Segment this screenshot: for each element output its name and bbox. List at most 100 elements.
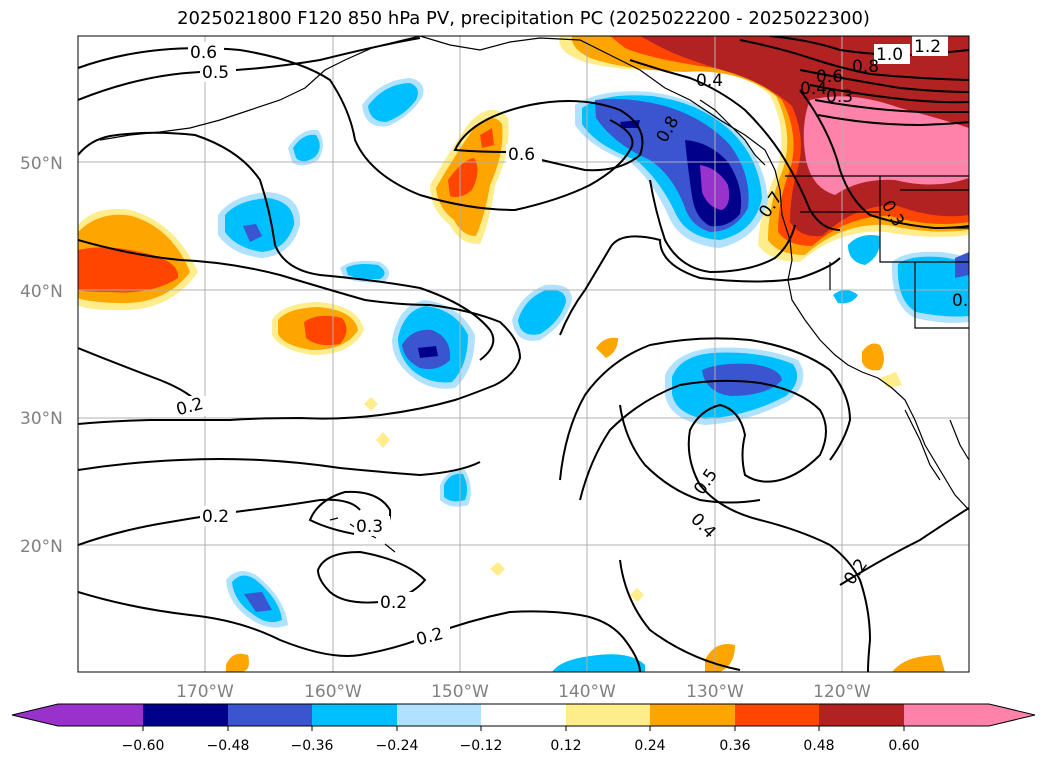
- colorbar-tick-4: −0.24: [376, 738, 419, 754]
- contour-label-15: 0.2: [202, 507, 229, 527]
- colorbar-tick-3: −0.36: [291, 738, 334, 754]
- colorbar-tick-8: 0.36: [719, 738, 750, 754]
- shade-orange-123w-36n: [862, 343, 884, 371]
- shade-blue-120w-45n: [848, 235, 881, 265]
- lat-label-30n: 30°N: [20, 409, 63, 429]
- shade-blue-122w-37n: [833, 290, 858, 304]
- contour-label-1: 0.6: [190, 43, 217, 63]
- colorbar: −0.60 −0.48 −0.36 −0.24 −0.12 0.12 0.24 …: [11, 703, 1036, 754]
- contour-label-5: 0.4: [696, 71, 723, 91]
- contour-label-17: 0.2: [380, 593, 407, 613]
- colorbar-tick-1: −0.60: [122, 738, 165, 754]
- shade-blue-152w-35n-navy: [418, 346, 438, 358]
- map-title: 2025021800 F120 850 hPa PV, precipitatio…: [177, 8, 870, 29]
- contour-label-22: 0.2: [952, 291, 979, 311]
- contour-0.4-ne-low: [799, 89, 969, 230]
- contour-label-6: 1.0: [876, 45, 903, 65]
- shade-blue-140w-10n: [552, 654, 645, 672]
- contour-label-10: 0.4: [800, 79, 827, 99]
- shade-blue-150w-25n-inner: [444, 473, 468, 502]
- colorbar-bin-1: [58, 704, 143, 726]
- colorbar-tick-labels: −0.60 −0.48 −0.36 −0.24 −0.12 0.12 0.24 …: [122, 738, 920, 754]
- colorbar-tick-9: 0.48: [803, 738, 834, 754]
- contour-0.5-center: [619, 179, 796, 504]
- coast-alaska-gulf: [419, 36, 791, 241]
- shade-yellow-dot-3: [490, 562, 505, 576]
- lat-label-20n: 20°N: [20, 537, 63, 557]
- colorbar-bin-5: [397, 704, 481, 726]
- colorbar-bin-3: [228, 704, 312, 726]
- contour-label-7: 1.2: [914, 37, 941, 57]
- contour-label-2: 0.5: [202, 63, 229, 83]
- lon-label-130w: 130°W: [686, 682, 744, 702]
- colorbar-outline: [11, 703, 1036, 727]
- colorbar-bin-10: [819, 704, 904, 726]
- contour-0.8-ne: [629, 59, 841, 231]
- shade-red-150w-50n: [448, 158, 478, 198]
- shade-blue-157w-40n-inner: [346, 264, 385, 280]
- border-states: [800, 211, 969, 329]
- map-frame: [77, 35, 970, 673]
- lon-label-150w: 150°W: [431, 682, 489, 702]
- shade-blue-163w-50n-inner: [293, 134, 320, 162]
- contour-ne-stack: [799, 69, 969, 127]
- contour-0.4-s-loop: [579, 379, 872, 672]
- shade-orange-132w-10n: [705, 644, 735, 672]
- colorbar-ticks: [142, 726, 905, 731]
- lat-label-40n: 40°N: [20, 282, 63, 302]
- shade-yellow-dot-4: [630, 588, 644, 602]
- shade-blue-115w-40n-mid: [955, 252, 969, 278]
- coast-bc-islands: [699, 99, 766, 166]
- lat-labels: 50°N 40°N 30°N 20°N: [20, 154, 63, 557]
- lon-label-170w: 170°W: [176, 682, 234, 702]
- colorbar-tick-7: 0.24: [634, 738, 665, 754]
- contour-0.4-center: [559, 235, 841, 336]
- colorbar-tick-10: 0.60: [888, 738, 919, 754]
- lon-labels: 170°W 160°W 150°W 140°W 130°W 120°W: [176, 682, 871, 702]
- contour-0.3-hawaii: [308, 490, 392, 537]
- contour-0.3-s-loop: [559, 337, 852, 481]
- shade-red-160w-37n: [304, 315, 347, 346]
- lon-label-160w: 160°W: [304, 682, 362, 702]
- contour-0.2-east: [619, 507, 969, 671]
- colorbar-bin-4: [312, 704, 397, 726]
- colorbar-extend-high: [989, 704, 1035, 726]
- shade-ne-pink: [803, 96, 969, 195]
- colorbar-bin-2: [143, 704, 228, 726]
- shade-orange-115w-10n: [892, 655, 945, 672]
- shade-blue-165w-46n-inner: [225, 198, 295, 252]
- shade-blue-155w-55n-inner: [368, 83, 418, 122]
- precip-shading: [78, 36, 969, 672]
- contour-0.5-nw: [78, 37, 421, 101]
- contour-1.0-ne: [739, 39, 969, 81]
- contour-0.2-south: [78, 498, 361, 546]
- lat-label-50n: 50°N: [20, 154, 63, 174]
- shade-yellow-dot-1: [364, 397, 378, 411]
- contour-0.6-nw: [78, 47, 634, 212]
- shade-yellow-dot-2: [376, 432, 390, 448]
- colorbar-extend-low: [12, 704, 58, 726]
- contour-label-16: 0.3: [356, 517, 383, 537]
- shade-blob-west-inner: [78, 247, 179, 293]
- colorbar-tick-6: 0.12: [550, 738, 581, 754]
- shade-blue-142w-38n-inner: [518, 289, 566, 335]
- coast-west: [787, 239, 969, 511]
- colorbar-bin-6: [481, 704, 566, 726]
- contour-label-3: 0.6: [508, 145, 535, 165]
- contour-0.3-main: [78, 239, 522, 425]
- shade-orange-145w-35n: [596, 337, 618, 358]
- colorbar-bin-7: [566, 704, 650, 726]
- shade-orange-168w-10n: [226, 653, 249, 672]
- colorbar-bin-9: [735, 704, 819, 726]
- coast-hawaii: [329, 517, 396, 553]
- contour-label-9: 0.6: [816, 67, 843, 87]
- shade-blue-165w-15n-mid: [244, 592, 272, 612]
- shade-red-150w-55n: [480, 128, 494, 148]
- shade-blue-165w-46n-mid: [243, 224, 262, 242]
- lon-label-120w: 120°W: [813, 682, 871, 702]
- lon-label-140w: 140°W: [558, 682, 616, 702]
- shade-blue-115w-40n-inner: [897, 256, 969, 317]
- colorbar-tick-5: −0.12: [460, 738, 503, 754]
- contour-label-11: 0.3: [826, 87, 853, 107]
